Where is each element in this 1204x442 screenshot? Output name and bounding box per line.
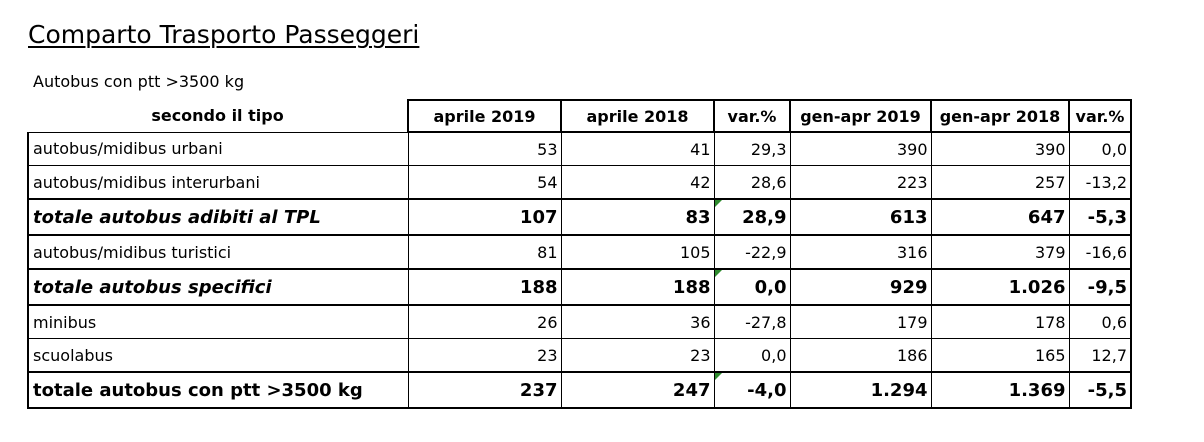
cell: -16,6 (1068, 234, 1132, 270)
cell: 379 (930, 234, 1070, 270)
cell: 12,7 (1068, 338, 1132, 373)
row-label: totale autobus specifici (27, 268, 409, 306)
cell: 26 (407, 304, 562, 339)
cell: 1.026 (930, 268, 1070, 306)
cell: 316 (789, 234, 932, 270)
cell: 42 (560, 165, 715, 200)
table-row: minibus 26 36 -27,8 179 178 0,6 (27, 304, 1132, 339)
cell: 0,0 (1068, 131, 1132, 166)
row-label: autobus/midibus interurbani (27, 165, 409, 200)
cell: 81 (407, 234, 562, 270)
cell: -9,5 (1068, 268, 1132, 306)
cell: 178 (930, 304, 1070, 339)
cell: 237 (407, 371, 562, 409)
row-header-label: secondo il tipo (151, 106, 284, 126)
col-header: var.% (713, 99, 791, 133)
total-row: totale autobus adibiti al TPL 107 83 28,… (27, 198, 1132, 236)
col-header: aprile 2018 (560, 99, 715, 133)
cell: -22,9 (713, 234, 791, 270)
cell: 1.294 (789, 371, 932, 409)
cell: 28,9 (713, 198, 791, 236)
cell: 23 (560, 338, 715, 373)
col-header: var.% (1068, 99, 1132, 133)
table-row: autobus/midibus urbani 53 41 29,3 390 39… (27, 131, 1132, 166)
data-table: secondo il tipo aprile 2019 aprile 2018 … (27, 99, 1132, 409)
row-label: scuolabus (27, 338, 409, 373)
total-row: totale autobus con ptt >3500 kg 237 247 … (27, 371, 1132, 409)
cell: 1.369 (930, 371, 1070, 409)
col-header: gen-apr 2018 (930, 99, 1070, 133)
page-title: Comparto Trasporto Passeggeri (28, 20, 420, 49)
cell: -5,5 (1068, 371, 1132, 409)
row-label: autobus/midibus turistici (27, 234, 409, 270)
total-row: totale autobus specifici 188 188 0,0 929… (27, 268, 1132, 306)
table-row: autobus/midibus interurbani 54 42 28,6 2… (27, 165, 1132, 200)
col-header: aprile 2019 (407, 99, 562, 133)
row-label: totale autobus con ptt >3500 kg (27, 371, 409, 409)
cell: 29,3 (713, 131, 791, 166)
cell: 929 (789, 268, 932, 306)
header-row: secondo il tipo aprile 2019 aprile 2018 … (28, 99, 1132, 133)
cell: 23 (407, 338, 562, 373)
row-label: minibus (27, 304, 409, 339)
table-subtitle: Autobus con ptt >3500 kg (33, 72, 245, 91)
table-row: scuolabus 23 23 0,0 186 165 12,7 (27, 338, 1132, 373)
cell: 223 (789, 165, 932, 200)
cell: -4,0 (713, 371, 791, 409)
cell: 54 (407, 165, 562, 200)
cell: 247 (560, 371, 715, 409)
cell: 390 (930, 131, 1070, 166)
cell: 107 (407, 198, 562, 236)
cell: -13,2 (1068, 165, 1132, 200)
cell: 188 (560, 268, 715, 306)
cell: 613 (789, 198, 932, 236)
cell: 28,6 (713, 165, 791, 200)
cell: 0,0 (713, 338, 791, 373)
cell: 41 (560, 131, 715, 166)
row-label: totale autobus adibiti al TPL (27, 198, 409, 236)
cell: 257 (930, 165, 1070, 200)
cell: 0,0 (713, 268, 791, 306)
row-label: autobus/midibus urbani (27, 131, 409, 166)
cell: 179 (789, 304, 932, 339)
cell: 83 (560, 198, 715, 236)
cell: 0,6 (1068, 304, 1132, 339)
cell: -27,8 (713, 304, 791, 339)
cell: -5,3 (1068, 198, 1132, 236)
cell: 186 (789, 338, 932, 373)
col-header: gen-apr 2019 (789, 99, 932, 133)
cell: 390 (789, 131, 932, 166)
cell: 105 (560, 234, 715, 270)
cell: 36 (560, 304, 715, 339)
cell: 188 (407, 268, 562, 306)
cell: 647 (930, 198, 1070, 236)
cell: 53 (407, 131, 562, 166)
table-row: autobus/midibus turistici 81 105 -22,9 3… (27, 234, 1132, 270)
cell: 165 (930, 338, 1070, 373)
